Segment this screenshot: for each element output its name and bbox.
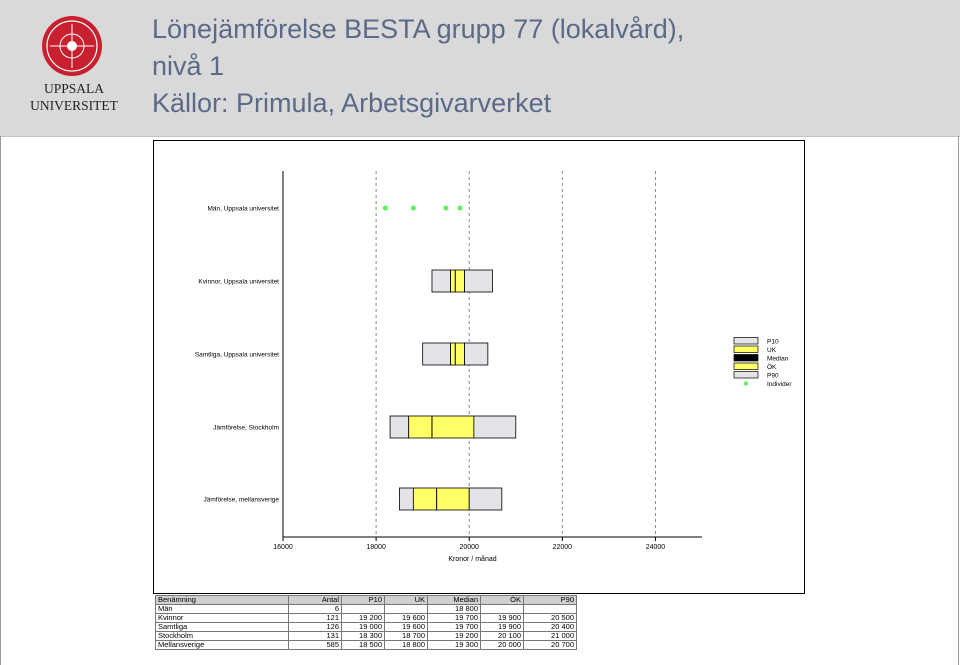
- table-row: Mellansverige 585 18 500 18 800 19 300 20 000…: [155, 640, 577, 650]
- box-uk-ok: [412, 487, 470, 511]
- page-title-line-1: Lönejämförelse BESTA grupp 77 (lokalvård…: [152, 14, 685, 44]
- table-header-cell: P10: [341, 595, 385, 605]
- legend-swatch: [733, 354, 759, 362]
- box-ok-p90: [464, 342, 489, 366]
- box-p10-uk: [431, 269, 452, 293]
- box-uk-ok: [408, 415, 475, 439]
- individual-point: [410, 205, 416, 211]
- table-header-cell: UK: [384, 595, 428, 605]
- individual-point: [443, 205, 449, 211]
- uppsala-university-logo: UPPSALA UNIVERSITET: [30, 16, 119, 113]
- table-cell: Mellansverige: [155, 640, 289, 650]
- x-tick-label: 22000: [553, 544, 573, 551]
- legend-swatch: [743, 381, 749, 386]
- box-ok-p90: [464, 269, 493, 293]
- slide-frame-right: [958, 136, 959, 665]
- table-cell: 19 300: [427, 640, 481, 650]
- x-tick-label: 20000: [459, 544, 479, 551]
- salary-box-chart: 16000 18000 20000 22000 24000 Kronor / månad M…: [195, 171, 792, 563]
- box-p10-uk: [422, 342, 451, 366]
- table-row: Stockholm 131 18 300 18 700 19 200 20 100 21 0…: [155, 631, 577, 641]
- slide-frame-left: [0, 136, 1, 665]
- box-ok-p90: [473, 415, 517, 439]
- legend-label: Individer: [767, 381, 792, 388]
- x-tick-label: 18000: [366, 544, 386, 551]
- salary-stats-table: Benämning Antal P10 UK Median ÖK P90 Män 6 18 80…: [155, 595, 577, 650]
- x-axis-label: Kronor / månad: [448, 555, 496, 563]
- x-tick-label: 16000: [273, 544, 293, 551]
- chart-panel: 16000 18000 20000 22000 24000 Kronor / månad M…: [153, 140, 805, 594]
- x-tick-label: 24000: [646, 544, 666, 551]
- table-header-cell: ÖK: [480, 595, 524, 605]
- table-cell: 585: [288, 640, 342, 650]
- table-header-row: Benämning Antal P10 UK Median ÖK P90: [155, 595, 577, 605]
- table-body: Män 6 18 800 Kvinnor 121 19 200 19 600 19 700 19…: [155, 604, 577, 650]
- individual-point: [382, 205, 389, 211]
- table-cell: 20 000: [480, 640, 524, 650]
- category-label: Jämförelse, mellansverige: [203, 497, 279, 504]
- table-header-cell: P90: [523, 595, 577, 605]
- category-label: Kvinnor, Uppsala universitet: [198, 279, 279, 286]
- legend-label: ÖK: [767, 363, 777, 371]
- legend-label: Median: [767, 356, 789, 363]
- legend-label: P90: [767, 373, 779, 380]
- table-header-cell: Benämning: [155, 595, 289, 605]
- box-uk-ok: [450, 269, 465, 293]
- category-label: Samtliga, Uppsala universitet: [195, 352, 279, 359]
- box-p10-uk: [398, 487, 414, 511]
- table-row: Samtliga 126 19 000 19 600 19 700 19 900 20 40…: [155, 622, 577, 632]
- box-uk-ok: [450, 342, 465, 366]
- university-seal-icon: [42, 16, 102, 76]
- category-label: Män, Uppsala universitet: [207, 206, 279, 213]
- legend-swatch: [733, 345, 759, 353]
- table-cell: 20 700: [523, 640, 577, 650]
- category-label: Jämförelse, Stockholm: [213, 425, 279, 432]
- header-banner: UPPSALA UNIVERSITET Lönejämförelse BESTA…: [0, 0, 960, 137]
- individual-point: [457, 205, 463, 211]
- logo-text-universitet: UNIVERSITET: [30, 98, 118, 113]
- logo-text-uppsala: UPPSALA: [44, 81, 104, 96]
- table-cell: 18 800: [384, 640, 428, 650]
- page-subtitle-sources: Källor: Primula, Arbetsgivarverket: [152, 88, 552, 118]
- table-header-cell: Antal: [288, 595, 342, 605]
- legend-swatch: [733, 337, 759, 345]
- table-cell: 18 500: [341, 640, 385, 650]
- legend-swatch: [733, 371, 759, 379]
- legend-label: UK: [767, 347, 777, 354]
- box-p10-uk: [389, 415, 410, 439]
- box-ok-p90: [468, 487, 503, 511]
- legend-label: P10: [767, 339, 779, 346]
- page-title-line-2: nivå 1: [152, 51, 225, 81]
- legend-swatch: [733, 362, 759, 370]
